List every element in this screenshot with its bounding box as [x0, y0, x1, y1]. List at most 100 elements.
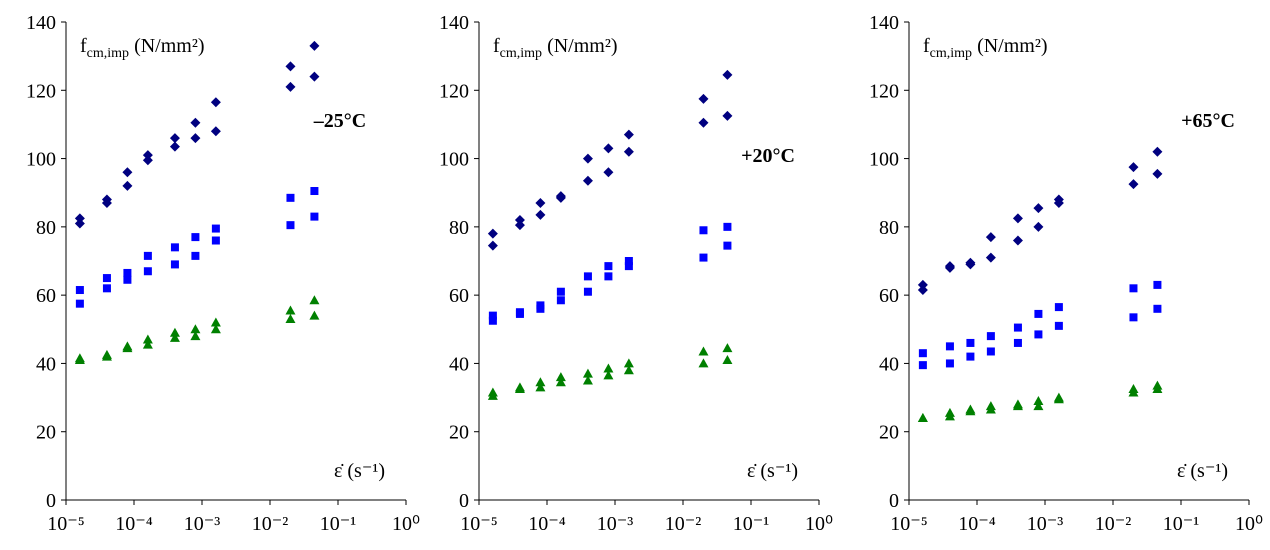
point [310, 212, 319, 221]
point [102, 274, 111, 283]
y-tick-label: 0 [889, 490, 899, 512]
y-tick-label: 120 [439, 80, 469, 102]
point [211, 224, 220, 233]
point [985, 404, 996, 414]
x-tick-label: 10⁻¹ [1163, 513, 1200, 535]
x-tick-label: 10⁻³ [597, 513, 634, 535]
point [583, 287, 592, 296]
y-tick-label: 40 [36, 353, 56, 375]
point [723, 241, 732, 250]
x-axis-label: ε̇ (s⁻¹) [747, 460, 798, 482]
point [699, 253, 708, 262]
point [723, 222, 732, 231]
point [945, 359, 954, 368]
point [169, 141, 180, 152]
point [944, 411, 955, 421]
x-axis-label: ε̇ (s⁻¹) [1177, 460, 1228, 482]
point [102, 284, 111, 293]
point [122, 343, 133, 353]
y-axis-label-part: cm,imp [500, 46, 542, 61]
point [623, 146, 634, 157]
point [191, 251, 200, 260]
y-axis-label-part: cm,imp [87, 46, 129, 61]
point [74, 213, 85, 224]
point [555, 372, 566, 382]
point [917, 285, 928, 296]
x-tick-label: 10⁻³ [1027, 513, 1064, 535]
point [1128, 387, 1139, 397]
point [583, 272, 592, 281]
point [1012, 213, 1023, 224]
point [285, 81, 296, 92]
point [918, 361, 927, 370]
point [143, 267, 152, 276]
y-tick-label: 20 [36, 422, 56, 444]
y-tick-label: 140 [439, 12, 469, 34]
point [285, 305, 296, 315]
point [142, 150, 153, 161]
y-tick-label: 20 [879, 422, 899, 444]
point [623, 129, 634, 140]
point [535, 209, 546, 220]
y-tick-label: 80 [879, 217, 899, 239]
annotation: +20°C [741, 145, 795, 167]
point [488, 316, 497, 325]
point [101, 351, 112, 361]
point [74, 218, 85, 229]
y-tick-label: 140 [26, 12, 56, 34]
y-axis-label-part: (N/mm²) [542, 35, 617, 57]
point [487, 240, 498, 251]
point [210, 317, 221, 327]
point [285, 61, 296, 72]
point [169, 133, 180, 144]
point [1054, 303, 1063, 312]
point [965, 406, 976, 416]
point [1129, 313, 1138, 322]
y-axis-label-part: cm,imp [930, 46, 972, 61]
point [487, 390, 498, 400]
point [1153, 304, 1162, 313]
point [965, 259, 976, 270]
point [535, 377, 546, 387]
point [210, 324, 221, 334]
y-axis-label-part: f [80, 35, 87, 57]
point [535, 382, 546, 392]
point [309, 71, 320, 82]
y-tick-label: 80 [36, 217, 56, 239]
point [122, 167, 133, 178]
y-tick-label: 40 [879, 353, 899, 375]
point [190, 133, 201, 144]
point [944, 262, 955, 273]
point [190, 117, 201, 128]
point [1152, 146, 1163, 157]
point [1152, 384, 1163, 394]
point [604, 272, 613, 281]
point [1128, 162, 1139, 173]
point [1128, 179, 1139, 190]
y-axis-label: fcm,imp (N/mm²) [80, 35, 205, 61]
point [1013, 323, 1022, 332]
point [603, 370, 614, 380]
y-axis-label-part: f [923, 35, 930, 57]
y-tick-label: 60 [879, 285, 899, 307]
x-tick-label: 10⁰ [392, 513, 420, 535]
point [310, 187, 319, 196]
point [603, 363, 614, 373]
point [722, 110, 733, 121]
x-tick-label: 10⁻⁴ [958, 513, 996, 535]
point [1012, 401, 1023, 411]
point [986, 332, 995, 341]
y-tick-label: 100 [26, 149, 56, 171]
x-tick-label: 10⁻⁴ [115, 513, 153, 535]
point [123, 275, 132, 284]
annotation: +65°C [1181, 110, 1235, 132]
point [624, 262, 633, 271]
y-axis-label: fcm,imp (N/mm²) [493, 35, 618, 61]
point [1033, 401, 1044, 411]
y-tick-label: 0 [46, 490, 56, 512]
point [1034, 309, 1043, 318]
point [488, 311, 497, 320]
x-tick-label: 10⁻⁵ [890, 513, 928, 535]
y-axis-label: fcm,imp (N/mm²) [923, 35, 1048, 61]
